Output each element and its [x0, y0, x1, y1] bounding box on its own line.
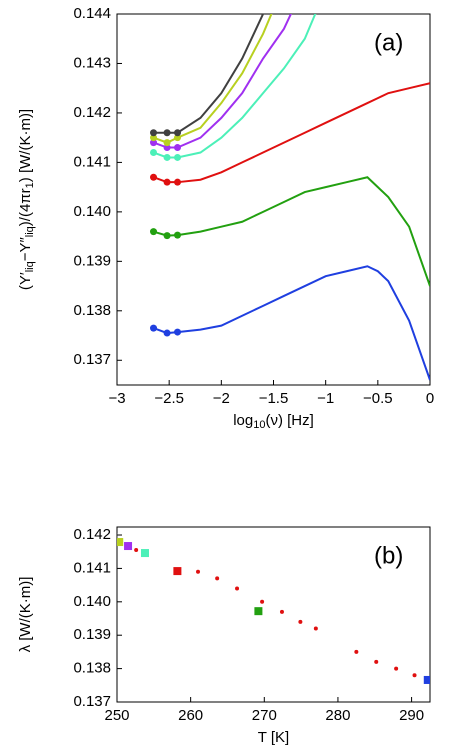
y-tick-label: 0.140: [73, 203, 111, 220]
y-label-part: −Y″: [17, 237, 34, 262]
data-point: [260, 599, 265, 604]
data-point: [313, 626, 318, 631]
data-point: [140, 549, 149, 558]
data-point: [298, 619, 303, 624]
y-label-part: liq: [24, 226, 36, 237]
data-point: [279, 609, 284, 614]
y-label-part: 1: [24, 182, 36, 188]
data-point: [163, 178, 171, 186]
data-point: [150, 173, 158, 181]
data-line: [153, 14, 292, 149]
x-tick-label: 270: [252, 707, 277, 724]
plot-frame: [116, 13, 431, 386]
x-tick-label: −2.5: [154, 390, 184, 407]
y-tick-label: 0.138: [73, 660, 111, 677]
y-tick-label: 0.139: [73, 252, 111, 269]
data-line: [153, 14, 265, 134]
x-tick-label: 0: [426, 390, 434, 407]
data-line: [153, 82, 430, 184]
y-tick-label: 0.141: [73, 153, 111, 170]
data-point: [174, 231, 182, 239]
data-point: [150, 324, 158, 332]
data-point: [394, 666, 399, 671]
data-point: [235, 586, 240, 591]
x-tick-label: 280: [325, 707, 350, 724]
data-point: [163, 144, 171, 152]
y-label-part: λ [W/(K·m)]: [17, 577, 34, 653]
x-tick-label: 290: [399, 707, 424, 724]
y-tick-label: 0.140: [73, 593, 111, 610]
data-point: [150, 139, 158, 147]
data-point: [374, 659, 379, 664]
y-axis-label: λ [W/(K·m)]: [17, 577, 34, 653]
y-label-part: (Y′: [17, 272, 34, 290]
data-point: [117, 533, 118, 542]
panel-label: (a): [374, 29, 403, 56]
y-label-part: liq: [24, 261, 36, 272]
x-tick-label: −1: [317, 390, 334, 407]
data-point: [134, 548, 139, 553]
data-point: [163, 139, 171, 147]
data-point: [174, 134, 182, 142]
plot-area: [117, 533, 430, 684]
data-point: [117, 538, 124, 547]
y-tick-label: 0.138: [73, 302, 111, 319]
x-tick-label: 260: [178, 707, 203, 724]
data-point: [163, 329, 171, 337]
x-tick-label: 250: [104, 707, 129, 724]
x-label-part: T [K]: [258, 729, 289, 746]
x-tick-label: −0.5: [363, 390, 393, 407]
x-axis-label: log10(ν) [Hz]: [233, 412, 314, 431]
data-line: [153, 176, 430, 287]
data-point: [150, 129, 158, 137]
data-point: [215, 576, 220, 581]
data-point: [173, 567, 182, 576]
y-tick-label: 0.143: [73, 54, 111, 71]
x-label-part: 10: [253, 419, 265, 431]
data-point: [174, 328, 182, 336]
data-point: [174, 144, 182, 152]
y-axis-label: (Y′liq−Y″liq)/(4πr1) [W/(K·m)]: [17, 109, 36, 290]
data-point: [150, 228, 158, 236]
plot-area: [150, 14, 430, 381]
data-point: [150, 149, 158, 157]
y-tick-label: 0.137: [73, 693, 111, 710]
y-label-part: )/(4πr: [17, 188, 34, 226]
data-point: [423, 675, 430, 684]
x-tick-label: −1.5: [259, 390, 289, 407]
data-point: [174, 153, 182, 161]
panel-label: (b): [374, 542, 403, 569]
data-point: [124, 542, 133, 551]
data-point: [412, 673, 417, 678]
x-axis-label: T [K]: [258, 729, 289, 746]
plot-frame: [116, 526, 431, 703]
data-point: [150, 134, 158, 142]
data-point: [174, 178, 182, 186]
y-tick-label: 0.142: [73, 526, 111, 543]
data-point: [163, 232, 171, 240]
y-tick-label: 0.139: [73, 626, 111, 643]
y-tick-label: 0.141: [73, 559, 111, 576]
y-tick-label: 0.144: [73, 5, 111, 22]
y-tick-label: 0.142: [73, 104, 111, 121]
data-point: [354, 649, 359, 654]
data-point: [196, 569, 201, 574]
x-tick-label: −2: [213, 390, 230, 407]
x-tick-label: −3: [108, 390, 125, 407]
y-tick-label: 0.137: [73, 351, 111, 368]
data-line: [153, 14, 317, 159]
data-point: [163, 129, 171, 137]
x-label-part: log: [233, 412, 253, 429]
data-point: [254, 607, 263, 616]
data-point: [174, 129, 182, 137]
data-point: [163, 153, 171, 161]
x-label-part: (ν) [Hz]: [265, 412, 313, 429]
y-label-part: ) [W/(K·m)]: [17, 109, 34, 182]
data-line: [153, 265, 430, 381]
